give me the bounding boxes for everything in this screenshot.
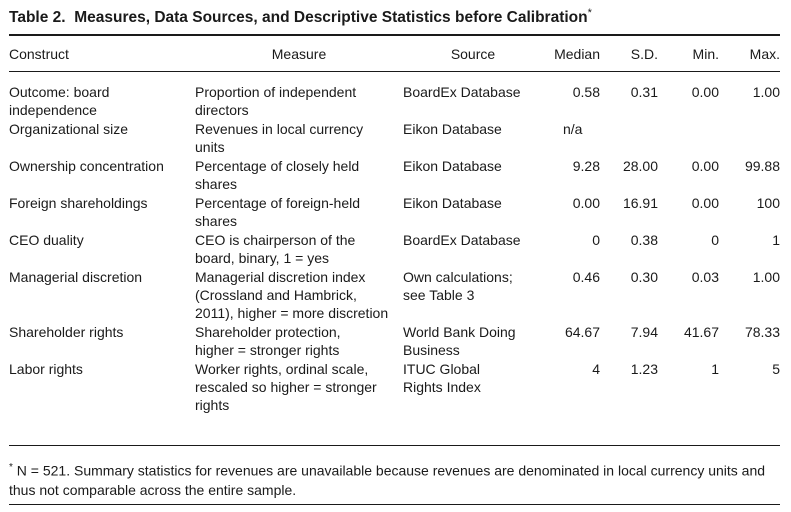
table-row: Shareholder rights Shareholder protectio… bbox=[9, 323, 780, 360]
measure-cell: CEO is chairperson of the board, binary,… bbox=[195, 232, 356, 266]
measure-cell: Percentage of foreign-held shares bbox=[195, 195, 360, 229]
min-cell: 0.00 bbox=[691, 84, 719, 100]
max-cell: 100 bbox=[756, 195, 780, 211]
sd-cell: 28.00 bbox=[622, 158, 658, 174]
statistics-table: Construct Measure Source Median S.D. Min… bbox=[9, 45, 780, 415]
max-cell: 1.00 bbox=[752, 84, 780, 100]
max-cell: 78.33 bbox=[744, 324, 780, 340]
min-cell: 41.67 bbox=[683, 324, 719, 340]
table-label: Table 2. bbox=[9, 9, 66, 27]
max-cell: 1.00 bbox=[752, 269, 780, 285]
header-min: Min. bbox=[692, 46, 719, 62]
max-cell bbox=[719, 120, 780, 157]
measure-cell: Revenues in local currency units bbox=[195, 121, 364, 155]
bottom-table-rule bbox=[9, 445, 780, 446]
sd-cell bbox=[600, 120, 658, 157]
measure-cell: Percentage of closely held shares bbox=[195, 158, 360, 192]
table-row: Foreign shareholdings Percentage of fore… bbox=[9, 194, 780, 231]
min-cell: 0 bbox=[711, 232, 719, 248]
source-cell: Eikon Database bbox=[403, 195, 502, 211]
measure-cell: Managerial discretion index (Crossland a… bbox=[195, 269, 389, 321]
min-cell: 0.03 bbox=[691, 269, 719, 285]
footnote-text: N = 521. Summary statistics for revenues… bbox=[9, 462, 766, 498]
table-row: Ownership concentration Percentage of cl… bbox=[9, 157, 780, 194]
sd-cell: 1.23 bbox=[630, 361, 658, 377]
measure-cell: Worker rights, ordinal scale, rescaled s… bbox=[195, 361, 377, 413]
median-cell: 9.28 bbox=[572, 158, 600, 174]
median-cell: 0 bbox=[592, 232, 600, 248]
min-cell: 0.00 bbox=[691, 195, 719, 211]
min-cell: 0.00 bbox=[691, 158, 719, 174]
table-caption: Table 2. Measures, Data Sources, and Des… bbox=[9, 7, 592, 27]
max-cell: 99.88 bbox=[744, 158, 780, 174]
source-cell: BoardEx Database bbox=[403, 232, 521, 248]
header-sd: S.D. bbox=[630, 46, 658, 62]
header-measure: Measure bbox=[271, 46, 327, 62]
construct-cell: Organizational size bbox=[9, 121, 129, 137]
median-cell: 4 bbox=[592, 361, 600, 377]
max-cell: 1 bbox=[772, 232, 780, 248]
footnote: * N = 521. Summary statistics for revenu… bbox=[9, 458, 780, 500]
construct-cell: Foreign shareholdings bbox=[9, 195, 148, 211]
min-cell: 1 bbox=[711, 361, 719, 377]
sd-cell: 0.38 bbox=[630, 232, 658, 248]
median-cell: 0.46 bbox=[572, 269, 600, 285]
title-footnote-mark: * bbox=[587, 7, 592, 19]
table-row: CEO duality CEO is chairperson of the bo… bbox=[9, 231, 780, 268]
table-row: Outcome: board independence Proportion o… bbox=[9, 72, 780, 120]
construct-cell: Labor rights bbox=[9, 361, 83, 377]
construct-cell: CEO duality bbox=[9, 232, 84, 248]
median-cell: 0.00 bbox=[572, 195, 600, 211]
construct-cell: Ownership concentration bbox=[9, 158, 164, 174]
construct-cell: Outcome: board independence bbox=[9, 84, 110, 118]
sd-cell: 0.30 bbox=[630, 269, 658, 285]
header-median: Median bbox=[554, 46, 600, 62]
measure-cell: Proportion of independent directors bbox=[195, 84, 357, 118]
measure-cell: Shareholder protection, higher = stronge… bbox=[195, 324, 341, 358]
source-cell: BoardEx Database bbox=[403, 84, 521, 100]
footnote-mark: * bbox=[9, 462, 13, 473]
header-row: Construct Measure Source Median S.D. Min… bbox=[9, 45, 780, 72]
header-construct: Construct bbox=[9, 46, 69, 62]
header-source: Source bbox=[450, 46, 496, 62]
construct-cell: Shareholder rights bbox=[9, 324, 124, 340]
sd-cell: 7.94 bbox=[630, 324, 658, 340]
table-row: Labor rights Worker rights, ordinal scal… bbox=[9, 360, 780, 415]
sd-cell: 0.31 bbox=[630, 84, 658, 100]
table-row: Managerial discretion Managerial discret… bbox=[9, 268, 780, 323]
source-cell: Eikon Database bbox=[403, 158, 502, 174]
median-cell: 64.67 bbox=[564, 324, 600, 340]
top-rule bbox=[9, 34, 780, 36]
end-rule bbox=[9, 504, 780, 505]
source-cell: World Bank Doing Business bbox=[403, 324, 516, 358]
median-cell: n/a bbox=[563, 121, 583, 137]
table-row: Organizational size Revenues in local cu… bbox=[9, 120, 780, 157]
table-title: Measures, Data Sources, and Descriptive … bbox=[74, 9, 588, 27]
sd-cell: 16.91 bbox=[622, 195, 658, 211]
construct-cell: Managerial discretion bbox=[9, 269, 143, 285]
median-cell: 0.58 bbox=[572, 84, 600, 100]
header-max: Max. bbox=[749, 46, 780, 62]
source-cell: Own calculations; see Table 3 bbox=[403, 269, 513, 303]
source-cell: Eikon Database bbox=[403, 121, 502, 137]
source-cell: ITUC Global Rights Index bbox=[403, 361, 481, 395]
min-cell bbox=[658, 120, 719, 157]
max-cell: 5 bbox=[772, 361, 780, 377]
header-rule bbox=[9, 71, 780, 72]
